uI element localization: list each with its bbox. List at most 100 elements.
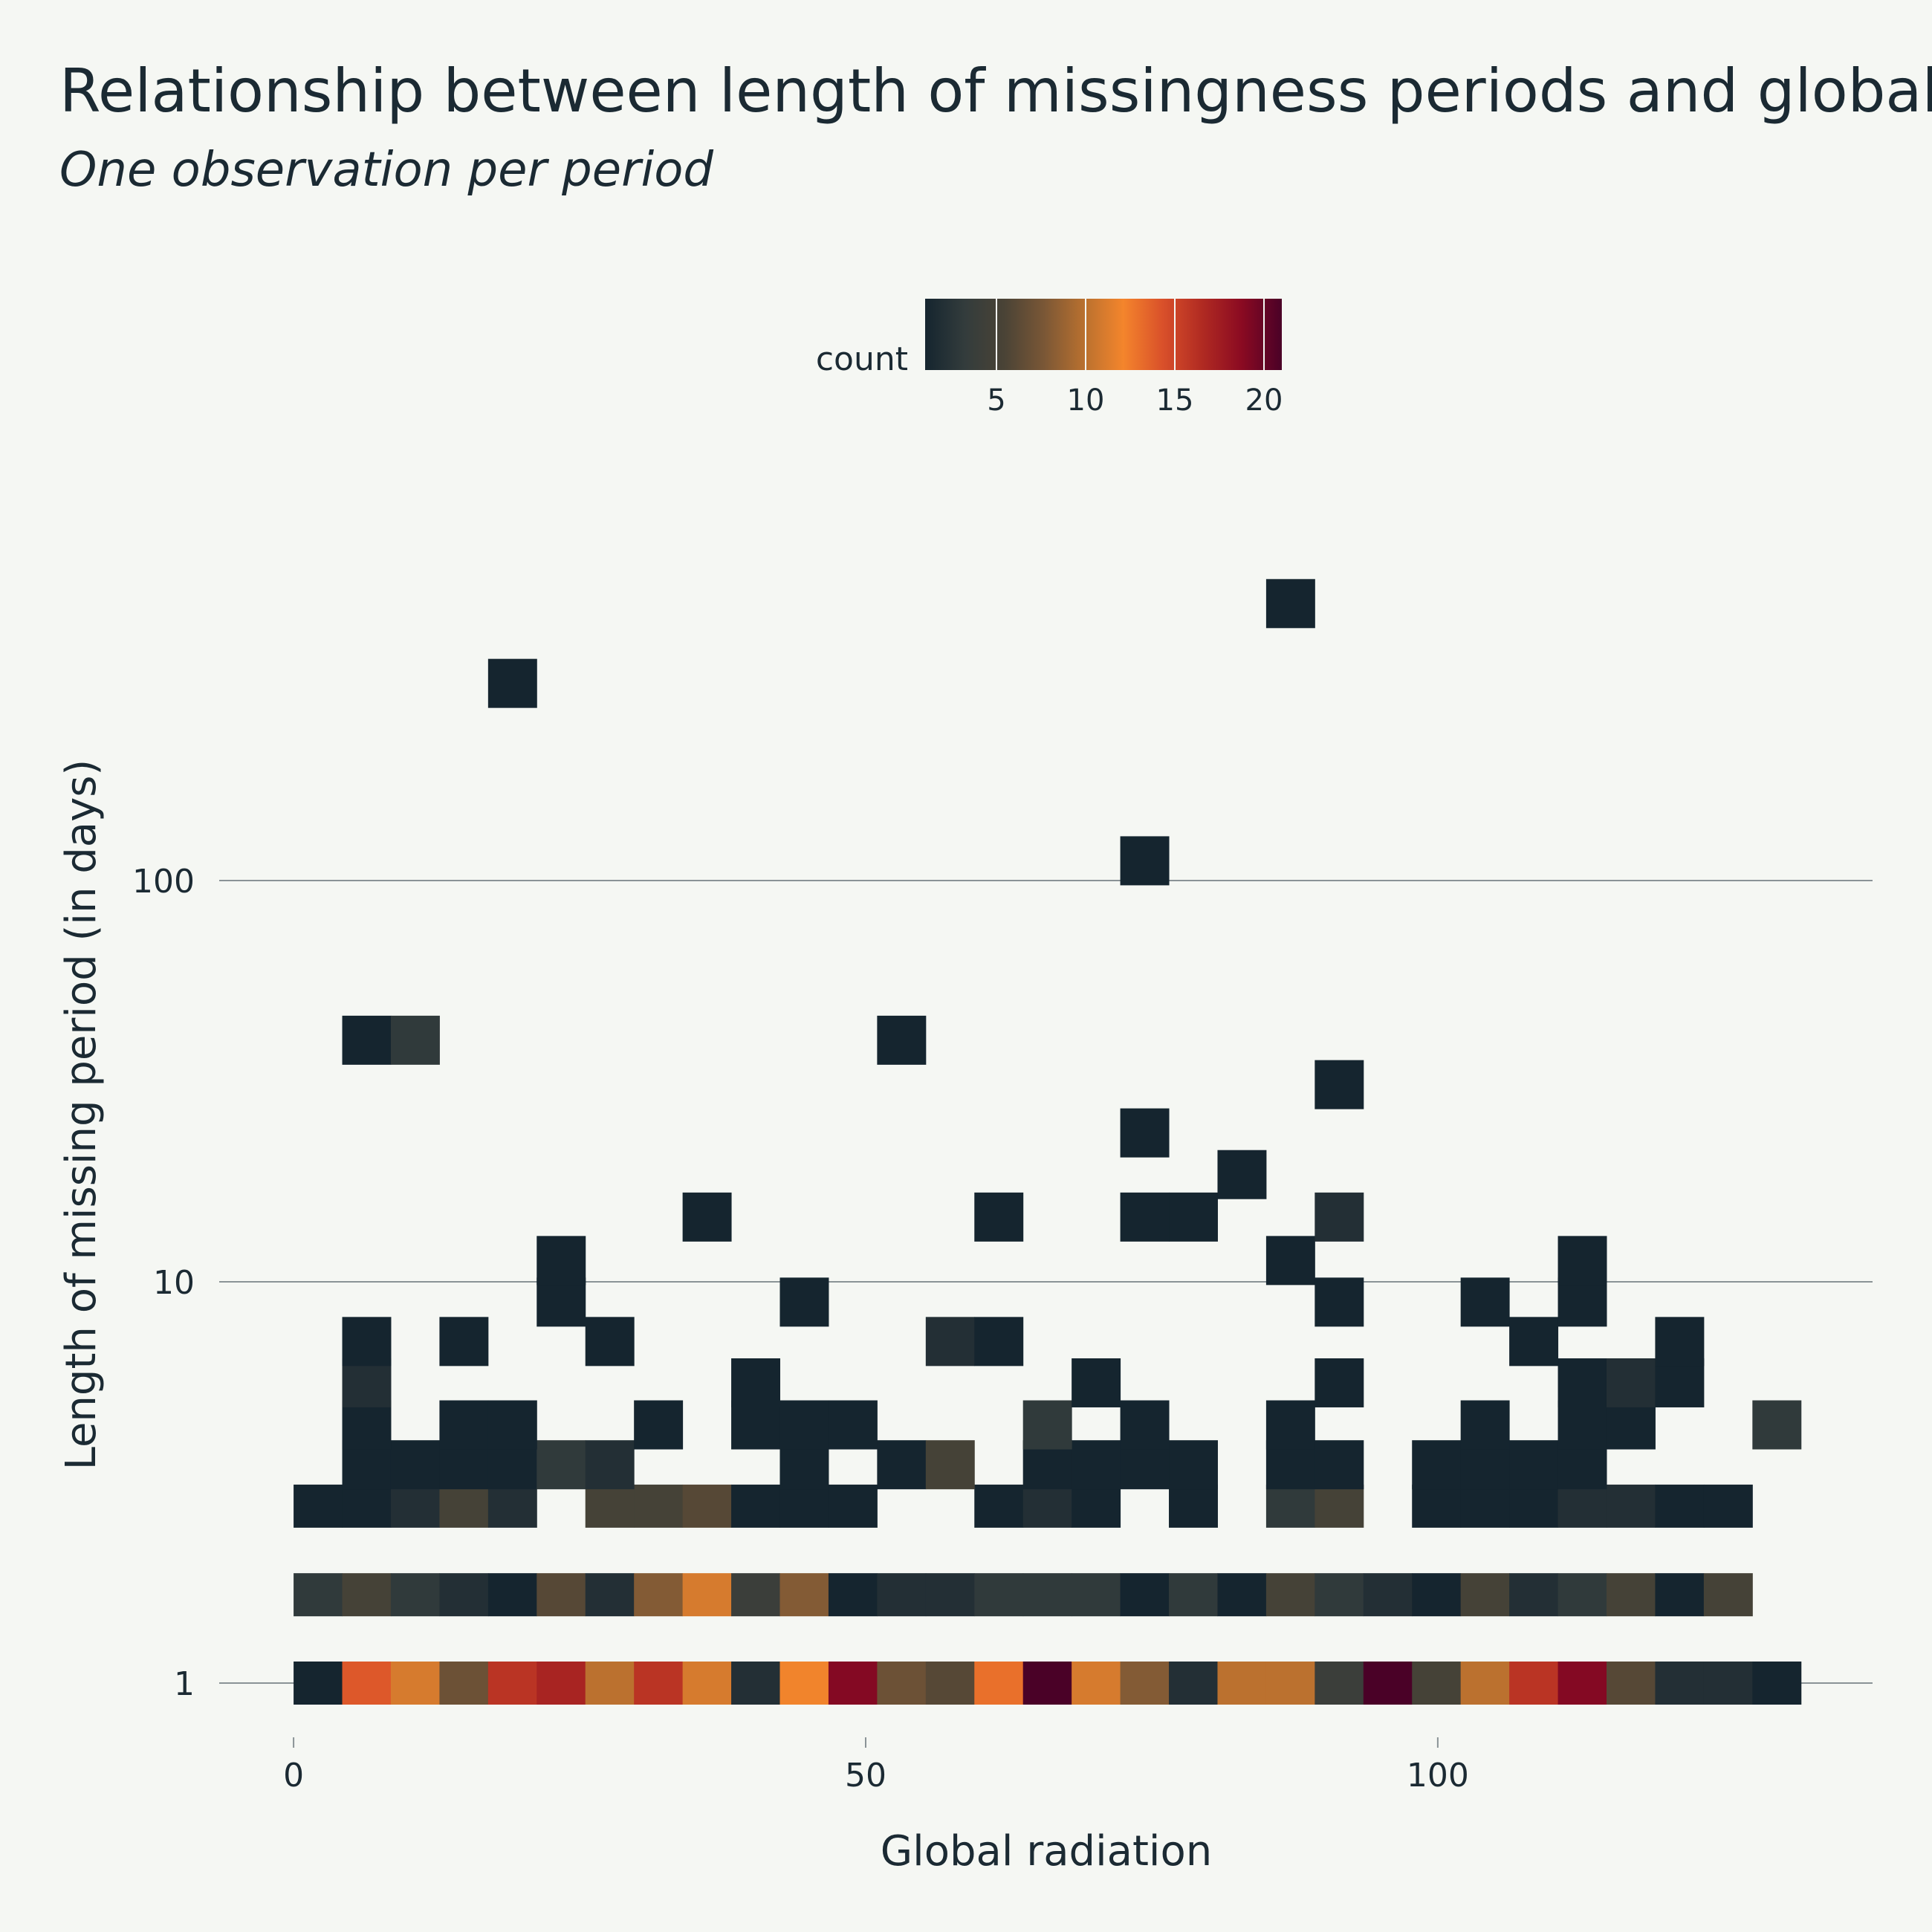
heatmap-cell: [1509, 1662, 1559, 1705]
heatmap-cell: [390, 1484, 440, 1528]
heatmap-cell: [828, 1484, 878, 1528]
heatmap-cell: [1265, 579, 1315, 629]
heatmap-cell: [925, 1440, 975, 1490]
heatmap-cell: [1022, 1484, 1072, 1528]
heatmap-cell: [925, 1317, 975, 1367]
heatmap-cell: [439, 1573, 489, 1617]
heatmap-cell: [731, 1484, 780, 1528]
heatmap-cell: [390, 1662, 440, 1705]
colorbar-tick-label: 20: [1245, 383, 1283, 418]
heatmap-cell: [1557, 1236, 1607, 1286]
x-tick-label: 100: [1407, 1757, 1469, 1795]
heatmap-cell: [779, 1400, 829, 1450]
heatmap-cell: [342, 1015, 392, 1065]
heatmap-cell: [634, 1400, 684, 1450]
heatmap-cell: [1072, 1573, 1121, 1617]
heatmap-cell: [390, 1573, 440, 1617]
heatmap-cell: [585, 1484, 635, 1528]
heatmap-cell: [731, 1662, 780, 1705]
colorbar-tick-label: 15: [1156, 383, 1194, 418]
heatmap-cell: [828, 1400, 878, 1450]
heatmap-cell: [1412, 1484, 1462, 1528]
heatmap-cell: [1022, 1400, 1072, 1450]
heatmap-cell: [877, 1440, 927, 1490]
heatmap-cell: [1120, 1108, 1170, 1158]
heatmap-cell: [585, 1662, 635, 1705]
heatmap-cell: [439, 1484, 489, 1528]
heatmap-cell: [1557, 1484, 1607, 1528]
heatmap-cell: [1315, 1192, 1364, 1242]
heatmap-cell: [682, 1573, 732, 1617]
heatmap-cell: [1072, 1484, 1121, 1528]
heatmap-cell: [439, 1317, 489, 1367]
heatmap-cell: [342, 1662, 392, 1705]
heatmap-cell: [537, 1573, 586, 1617]
heatmap-cell: [779, 1277, 829, 1327]
chart-title: Relationship between length of missingne…: [59, 56, 1932, 126]
heatmap-cell: [877, 1015, 927, 1065]
heatmap-cell: [537, 1662, 586, 1705]
heatmap-cell: [1120, 836, 1170, 886]
colorbar: count 5 10 15 20: [816, 299, 1283, 418]
heatmap-cell: [1217, 1150, 1267, 1199]
x-tick-label: 50: [845, 1757, 886, 1795]
heatmap-cell: [682, 1192, 732, 1242]
heatmap-cell: [1557, 1400, 1607, 1450]
heatmap-cell: [342, 1400, 392, 1450]
y-axis-title: Length of missing period (in days): [57, 759, 106, 1471]
heatmap-cell: [974, 1484, 1024, 1528]
heatmap-cell: [1315, 1358, 1364, 1407]
heatmap-cell: [1606, 1484, 1656, 1528]
heatmap-cell: [779, 1662, 829, 1705]
heatmap-cell: [342, 1358, 392, 1407]
heatmap-cell: [1703, 1662, 1753, 1705]
heatmap-cell: [1509, 1573, 1559, 1617]
heatmap-cell: [1752, 1662, 1802, 1705]
heatmap-cell: [1412, 1573, 1462, 1617]
heatmap-cell: [439, 1400, 489, 1450]
heatmap-cell: [1022, 1662, 1072, 1705]
heatmap-cell: [1460, 1573, 1510, 1617]
y-tick-label: 100: [132, 863, 195, 901]
heatmap-cell: [537, 1236, 586, 1286]
heatmap-cell: [294, 1662, 343, 1705]
heatmap-cell: [682, 1662, 732, 1705]
heatmap-cell: [1606, 1662, 1656, 1705]
heatmap-cell: [925, 1662, 975, 1705]
heatmap-cell: [1363, 1573, 1413, 1617]
heatmap-cell: [1022, 1573, 1072, 1617]
heatmap-cell: [1557, 1573, 1607, 1617]
colorbar-tick-label: 5: [987, 383, 1005, 418]
heatmap-cell: [1315, 1277, 1364, 1327]
chart-subtitle: One observation per period: [59, 143, 713, 198]
heatmap-cell: [1120, 1192, 1170, 1242]
heatmap-cell: [974, 1192, 1024, 1242]
heatmap-cell: [1169, 1440, 1218, 1490]
heatmap-cell: [1412, 1662, 1462, 1705]
heatmap-cell: [1265, 1662, 1315, 1705]
heatmap-cell: [1460, 1484, 1510, 1528]
heatmap-cell: [1315, 1573, 1364, 1617]
heatmap-cell: [1072, 1662, 1121, 1705]
colorbar-title: count: [816, 340, 908, 378]
heatmap-cell: [342, 1573, 392, 1617]
heatmap-cell: [974, 1573, 1024, 1617]
heatmap-cell: [1752, 1400, 1802, 1450]
heatmap-cell: [731, 1400, 780, 1450]
heatmap-cell: [439, 1662, 489, 1705]
heatmap-cell: [1315, 1060, 1364, 1109]
colorbar-gradient: [925, 299, 1282, 370]
heatmap-cell: [1120, 1662, 1170, 1705]
heatmap-cell: [731, 1358, 780, 1407]
heatmap-cell: [1120, 1573, 1170, 1617]
heatmap-cell: [1315, 1440, 1364, 1490]
heatmap-cell: [585, 1317, 635, 1367]
heatmap-cell: [974, 1317, 1024, 1367]
heatmap-cell: [1655, 1317, 1705, 1367]
colorbar-tick-label: 10: [1067, 383, 1105, 418]
heatmap-cell: [1072, 1358, 1121, 1407]
heatmap-cell: [1315, 1662, 1364, 1705]
heatmap-cell: [1655, 1573, 1705, 1617]
heatmap-cell: [1557, 1662, 1607, 1705]
heatmap-cell: [1509, 1317, 1559, 1367]
